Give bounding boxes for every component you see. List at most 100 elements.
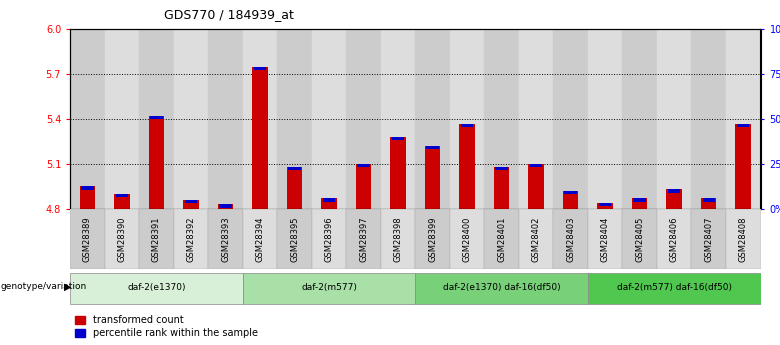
Bar — [81, 186, 94, 190]
Bar — [252, 67, 268, 209]
Bar — [530, 164, 542, 167]
Bar — [183, 200, 199, 209]
Bar — [208, 29, 243, 209]
Bar — [219, 204, 232, 208]
Bar — [450, 29, 484, 209]
Text: GSM28396: GSM28396 — [324, 216, 334, 262]
Bar — [243, 209, 278, 269]
Bar — [174, 29, 208, 209]
Bar — [390, 137, 406, 209]
Text: daf-2(m577) daf-16(df50): daf-2(m577) daf-16(df50) — [617, 283, 732, 292]
Bar — [208, 209, 243, 269]
Bar — [528, 164, 544, 209]
Bar — [70, 29, 105, 209]
Text: GSM28407: GSM28407 — [704, 216, 713, 262]
Legend: transformed count, percentile rank within the sample: transformed count, percentile rank withi… — [75, 315, 257, 338]
Bar — [415, 209, 450, 269]
Bar — [139, 29, 174, 209]
Bar — [381, 209, 415, 269]
Bar — [105, 29, 139, 209]
Bar — [278, 209, 312, 269]
Bar — [289, 167, 301, 170]
Bar — [392, 137, 404, 140]
Text: GSM28404: GSM28404 — [601, 216, 610, 262]
Bar — [461, 124, 473, 127]
Text: GSM28402: GSM28402 — [532, 216, 541, 262]
Bar — [105, 209, 140, 269]
Bar — [726, 209, 760, 269]
Bar — [565, 191, 577, 194]
Bar — [149, 116, 165, 209]
Bar — [484, 29, 519, 209]
Text: GSM28389: GSM28389 — [83, 216, 92, 262]
Text: GSM28403: GSM28403 — [566, 216, 575, 262]
Bar — [312, 29, 346, 209]
Bar — [80, 186, 95, 209]
Bar — [218, 204, 233, 209]
Bar — [519, 209, 553, 269]
Text: daf-2(e1370): daf-2(e1370) — [127, 283, 186, 292]
Text: GSM28399: GSM28399 — [428, 216, 437, 262]
Bar — [277, 29, 312, 209]
Text: genotype/variation: genotype/variation — [1, 282, 87, 291]
Bar — [563, 191, 579, 209]
Text: GSM28393: GSM28393 — [221, 216, 230, 262]
Bar — [668, 189, 680, 193]
Bar — [553, 29, 588, 209]
Bar — [588, 209, 622, 269]
Bar — [657, 209, 692, 269]
Bar — [484, 209, 519, 269]
Bar — [70, 273, 243, 304]
Bar — [622, 29, 657, 209]
Bar — [692, 209, 726, 269]
Bar — [703, 198, 715, 201]
Bar — [726, 29, 760, 209]
Bar — [691, 29, 726, 209]
Bar — [243, 29, 277, 209]
Bar — [174, 209, 208, 269]
Bar — [312, 209, 346, 269]
Bar — [459, 124, 475, 209]
Bar — [553, 209, 588, 269]
Bar — [427, 146, 439, 149]
Bar — [323, 198, 335, 201]
Bar — [254, 67, 266, 70]
Bar — [633, 198, 646, 201]
Bar — [657, 29, 691, 209]
Bar — [737, 124, 750, 127]
Bar — [185, 200, 197, 203]
Text: GDS770 / 184939_at: GDS770 / 184939_at — [164, 8, 294, 21]
Text: GSM28391: GSM28391 — [152, 216, 161, 262]
Bar — [357, 164, 370, 167]
Bar — [622, 209, 657, 269]
Bar — [381, 29, 415, 209]
Bar — [495, 167, 508, 170]
Text: GSM28401: GSM28401 — [497, 216, 506, 262]
Text: GSM28398: GSM28398 — [394, 216, 402, 262]
Bar — [632, 198, 647, 209]
Bar — [346, 209, 381, 269]
Bar — [588, 29, 622, 209]
Bar — [599, 203, 612, 206]
Bar — [356, 164, 371, 209]
Bar — [588, 273, 760, 304]
Text: GSM28395: GSM28395 — [290, 216, 299, 262]
Bar — [736, 124, 751, 209]
Bar — [115, 194, 128, 197]
Bar — [70, 209, 105, 269]
Text: ▶: ▶ — [64, 282, 72, 291]
Bar — [701, 198, 717, 209]
Text: GSM28405: GSM28405 — [635, 216, 644, 262]
Bar — [494, 167, 509, 209]
Text: daf-2(e1370) daf-16(df50): daf-2(e1370) daf-16(df50) — [443, 283, 561, 292]
Bar — [415, 273, 588, 304]
Bar — [151, 116, 163, 119]
Bar — [597, 203, 613, 209]
Text: GSM28400: GSM28400 — [463, 216, 472, 262]
Text: GSM28394: GSM28394 — [256, 216, 264, 262]
Bar — [140, 209, 174, 269]
Text: GSM28390: GSM28390 — [118, 216, 126, 262]
Bar — [321, 198, 337, 209]
Text: GSM28408: GSM28408 — [739, 216, 748, 262]
Bar — [415, 29, 450, 209]
